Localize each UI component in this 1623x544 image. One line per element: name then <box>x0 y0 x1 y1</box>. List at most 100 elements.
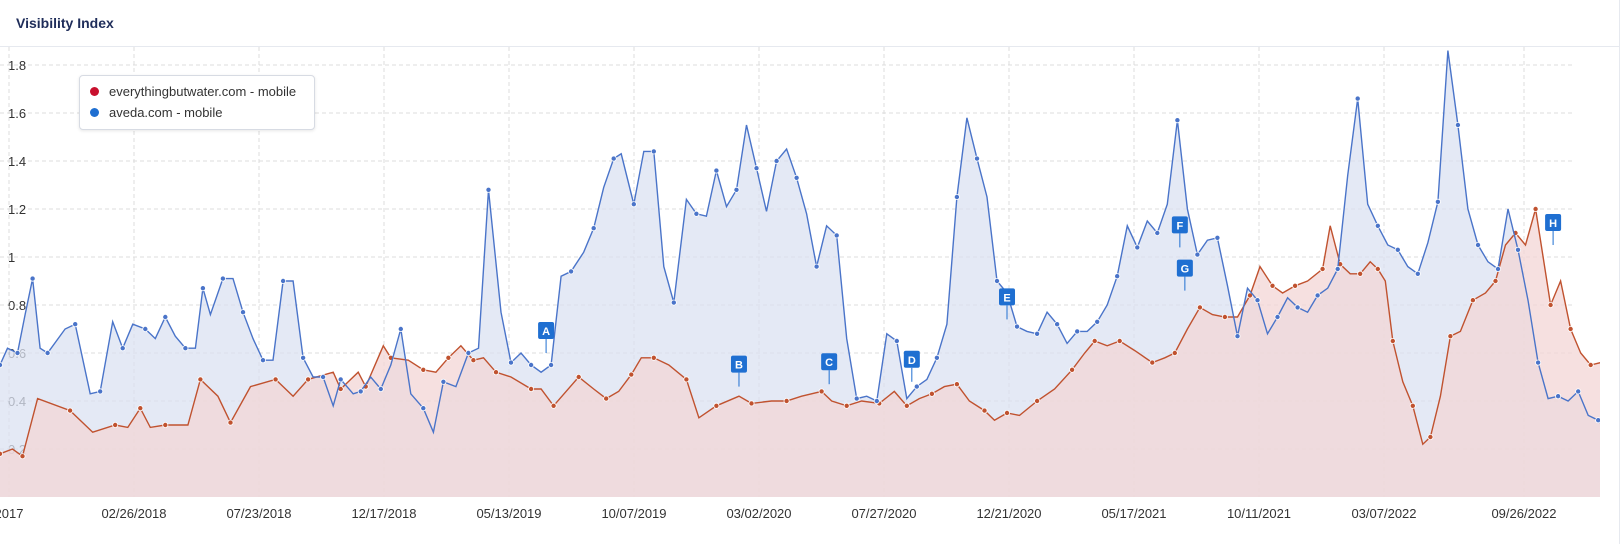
data-point-0 <box>783 397 790 404</box>
annotation-label-G: G <box>1181 264 1190 276</box>
x-tick-label: 09/26/2022 <box>1491 506 1556 521</box>
data-point-1 <box>693 210 700 217</box>
y-tick-label: 1.8 <box>8 58 26 73</box>
data-point-1 <box>1194 251 1201 258</box>
data-point-0 <box>1389 337 1396 344</box>
x-tick-label: 05/17/2021 <box>1101 506 1166 521</box>
data-point-1 <box>397 325 404 332</box>
data-point-0 <box>1427 433 1434 440</box>
legend-item-everythingbutwater[interactable]: everythingbutwater.com - mobile <box>90 81 296 101</box>
data-point-1 <box>1094 318 1101 325</box>
series-area-0 <box>0 209 1600 497</box>
data-point-0 <box>1319 265 1326 272</box>
legend-item-aveda[interactable]: aveda.com - mobile <box>90 102 222 122</box>
data-point-1 <box>239 309 246 316</box>
data-point-0 <box>981 407 988 414</box>
data-point-1 <box>713 167 720 174</box>
data-point-1 <box>219 275 226 282</box>
data-point-0 <box>1492 277 1499 284</box>
data-point-1 <box>1114 273 1121 280</box>
data-point-1 <box>813 263 820 270</box>
legend-dot-everythingbutwater <box>90 86 99 96</box>
data-point-0 <box>420 366 427 373</box>
data-point-0 <box>1149 359 1156 366</box>
data-point-0 <box>1069 366 1076 373</box>
x-tick-label: 10/07/2019 <box>601 506 666 521</box>
data-point-0 <box>1292 282 1299 289</box>
data-point-1 <box>44 349 51 356</box>
data-point-1 <box>280 277 287 284</box>
data-point-1 <box>568 268 575 275</box>
x-tick-label: 07/27/2020 <box>851 506 916 521</box>
annotation-label-C: C <box>825 357 833 369</box>
data-point-0 <box>903 402 910 409</box>
data-point-0 <box>0 450 3 457</box>
data-point-1 <box>440 378 447 385</box>
data-point-1 <box>1414 270 1421 277</box>
data-point-1 <box>357 388 364 395</box>
data-point-0 <box>1409 402 1416 409</box>
data-point-0 <box>628 371 635 378</box>
annotation-marker-F <box>1171 216 1188 234</box>
data-point-1 <box>1334 265 1341 272</box>
chart-legend: everythingbutwater.com - mobile aveda.co… <box>79 75 315 130</box>
data-point-1 <box>733 186 740 193</box>
annotation-marker-E <box>999 288 1016 306</box>
data-point-1 <box>300 354 307 361</box>
data-point-0 <box>1004 409 1011 416</box>
data-point-0 <box>305 376 312 383</box>
data-point-1 <box>610 155 617 162</box>
data-point-1 <box>337 376 344 383</box>
data-point-1 <box>320 373 327 380</box>
data-point-1 <box>1314 292 1321 299</box>
data-point-0 <box>1587 361 1594 368</box>
data-point-0 <box>748 400 755 407</box>
y-tick-label: 1 <box>8 250 15 265</box>
x-tick-label: 10/11/2021 <box>1227 506 1291 521</box>
data-point-1 <box>29 275 36 282</box>
data-point-1 <box>913 383 920 390</box>
x-tick-label: 03/02/2020 <box>726 506 791 521</box>
data-point-1 <box>142 325 149 332</box>
data-point-0 <box>67 407 74 414</box>
y-tick-label: 1.2 <box>8 202 26 217</box>
data-point-1 <box>97 388 104 395</box>
data-point-0 <box>575 373 582 380</box>
data-point-1 <box>199 285 206 292</box>
x-tick-label: 2017 <box>0 506 23 521</box>
data-point-0 <box>1269 282 1276 289</box>
data-point-1 <box>1234 333 1241 340</box>
data-point-1 <box>670 299 677 306</box>
data-point-1 <box>650 148 657 155</box>
data-point-1 <box>182 345 189 352</box>
page-title: Visibility Index <box>16 15 114 31</box>
y-tick-label: 1.6 <box>8 106 26 121</box>
data-point-1 <box>1394 246 1401 253</box>
data-point-1 <box>1154 229 1161 236</box>
series-line-0 <box>0 208 1600 458</box>
data-point-0 <box>1171 349 1178 356</box>
data-point-1 <box>465 349 472 356</box>
data-point-1 <box>507 359 514 366</box>
data-point-1 <box>1274 313 1281 320</box>
data-point-0 <box>470 357 477 364</box>
y-tick-label: 1.4 <box>8 154 26 169</box>
data-point-0 <box>713 402 720 409</box>
data-point-0 <box>1447 333 1454 340</box>
data-point-1 <box>162 313 169 320</box>
data-point-1 <box>1054 321 1061 328</box>
data-point-0 <box>928 390 935 397</box>
data-point-0 <box>818 388 825 395</box>
annotation-marker-D <box>903 350 920 368</box>
annotation-marker-C <box>821 353 838 371</box>
data-point-0 <box>272 376 279 383</box>
annotation-label-D: D <box>908 355 916 367</box>
data-point-1 <box>1374 222 1381 229</box>
data-point-1 <box>1535 359 1542 366</box>
annotation-marker-G <box>1176 259 1193 277</box>
annotation-marker-H <box>1545 214 1562 231</box>
data-point-1 <box>1294 304 1301 311</box>
x-tick-label: 05/13/2019 <box>476 506 541 521</box>
data-point-0 <box>528 385 535 392</box>
data-point-0 <box>1221 313 1228 320</box>
